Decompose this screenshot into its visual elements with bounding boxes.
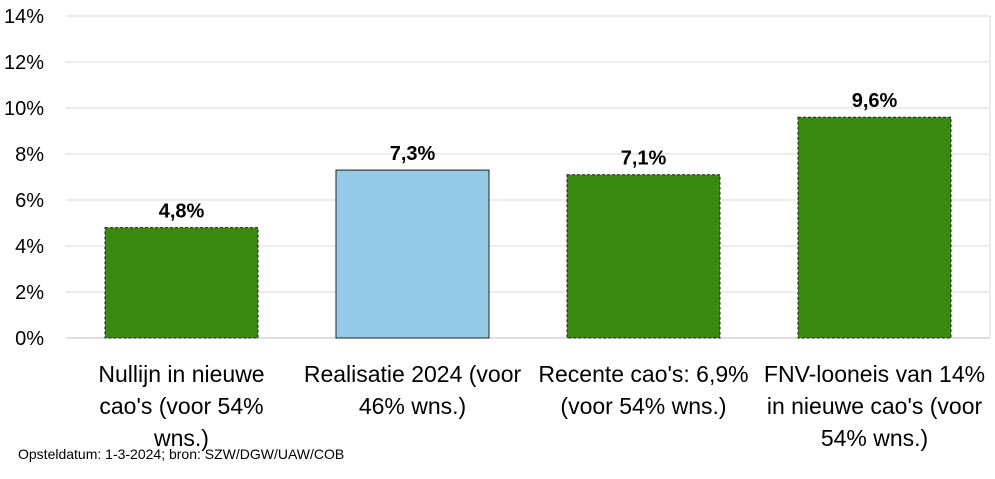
x-category-label-3: Recente cao's: 6,9% (voor 54% wns.) [538,361,749,419]
bar-2 [335,169,490,339]
y-tick-label: 6% [15,190,44,212]
y-tick-label: 14% [4,6,44,28]
data-label-2: 7,3% [390,143,436,165]
y-tick-label: 2% [15,282,44,304]
bar-4 [797,116,952,339]
y-tick-label: 8% [15,144,44,166]
x-category-label-1: Nullijn in nieuwe cao's (voor 54% wns.) [98,361,265,451]
data-label-1: 4,8% [159,201,205,223]
data-label-4: 9,6% [852,90,898,112]
x-category-label-4: FNV-looneis van 14% in nieuwe cao's (voo… [763,361,986,451]
y-tick-label: 0% [15,328,44,350]
bar-1 [104,227,259,339]
data-label-3: 7,1% [621,148,667,170]
x-category-label-2: Realisatie 2024 (voor 46% wns.) [303,361,522,419]
y-tick-label: 12% [4,52,44,74]
source-footnote: Opsteldatum: 1-3-2024; bron: SZW/DGW/UAW… [18,446,345,462]
bar-3 [566,174,721,339]
y-tick-label: 10% [4,98,44,120]
y-tick-label: 4% [15,236,44,258]
